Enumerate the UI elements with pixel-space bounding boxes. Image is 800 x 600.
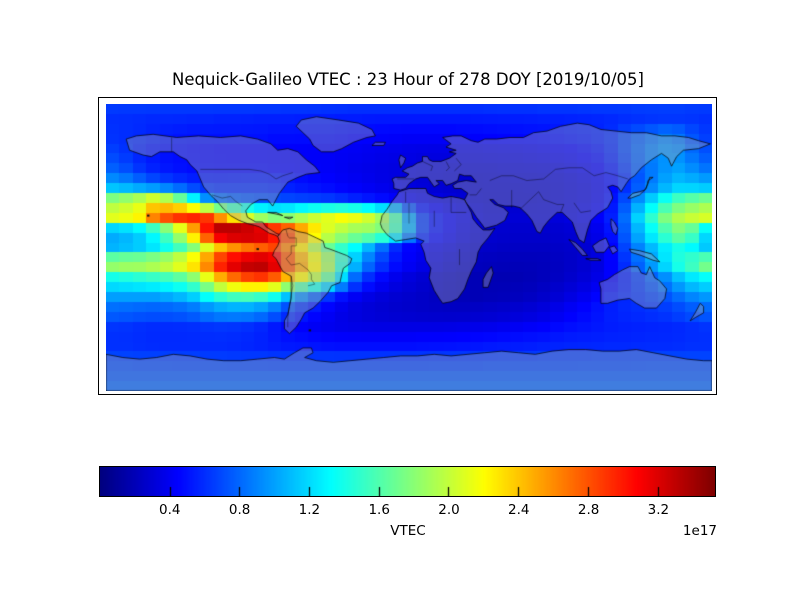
colorbar-tick-label: 1.6 [368, 502, 390, 518]
colorbar-gradient [100, 467, 715, 496]
colorbar-tick-label: 0.4 [159, 502, 181, 518]
colorbar-scale-factor: 1e17 [682, 523, 717, 539]
colorbar-tick-label: 2.8 [577, 502, 600, 518]
colorbar-tick-labels: 0.4 0.8 1.2 1.6 2.0 2.4 2.8 3.2 [100, 502, 716, 520]
colorbar-axis-label: VTEC [390, 523, 426, 539]
map-axes-frame [98, 97, 717, 395]
colorbar-tick-label: 0.8 [228, 502, 251, 518]
colorbar-tick-label: 2.4 [508, 502, 530, 518]
colorbar-frame [99, 466, 716, 497]
colorbar-tick-label: 3.2 [647, 502, 670, 518]
colorbar-tick-label: 2.0 [438, 502, 460, 518]
colorbar-tick-label: 1.2 [298, 502, 321, 518]
figure-title: Nequick-Galileo VTEC : 23 Hour of 278 DO… [172, 70, 644, 89]
vtec-world-heatmap [106, 104, 712, 391]
colorbar-caption: VTEC 1e17 [99, 523, 717, 541]
